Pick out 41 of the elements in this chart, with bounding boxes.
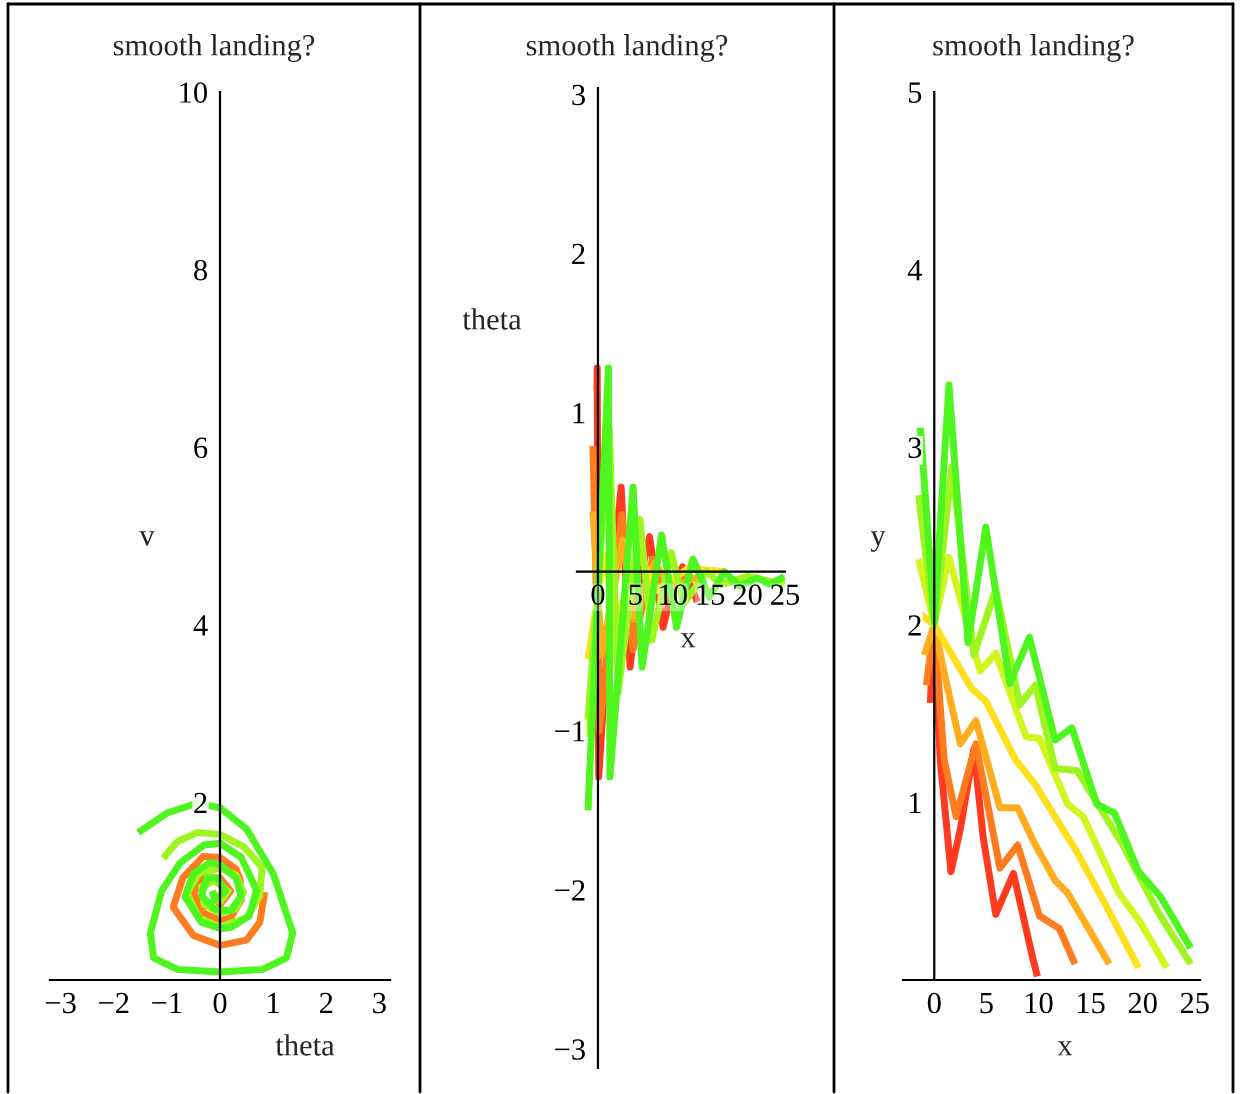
x-tick-label: 10 [1025,992,1053,1014]
x-tick-label: 20 [733,584,762,605]
y-axis-title: v [139,531,155,546]
y-tick-label: 2 [194,792,207,813]
y-tick-label: 8 [194,259,208,281]
chart-title: smooth landing? [933,34,1134,62]
y-tick-label: 1 [909,792,921,813]
x-tick-label: 3 [373,992,386,1014]
y-tick-label: 5 [908,82,922,103]
x-tick-label: 2 [319,992,333,1014]
chart-title: smooth landing? [526,34,728,62]
x-tick-label: 5 [980,993,993,1014]
x-tick-label: −2 [99,992,129,1014]
y-axis-title: theta [462,308,522,330]
y-axis-title: y [870,531,886,552]
chart-title: smooth landing? [113,34,315,62]
y-tick-label: 4 [193,615,208,636]
x-tick-label: 25 [771,584,800,605]
y-tick-label: 3 [908,437,922,459]
y-tick-label: 3 [572,84,585,106]
y-tick-label: 4 [907,260,922,281]
x-tick-label: −1 [152,992,182,1014]
x-tick-label: 1 [268,992,279,1014]
y-tick-label: −2 [555,880,585,901]
x-tick-label: 5 [629,584,642,605]
x-tick-label: 15 [1077,992,1105,1014]
y-tick-label: −1 [555,721,585,742]
x-axis-title: theta [275,1034,335,1056]
y-tick-label: 6 [194,437,208,459]
x-tick-label: 20 [1128,992,1157,1014]
x-axis-title: x [680,633,696,648]
x-tick-label: 25 [1180,992,1209,1014]
x-axis-title: x [1057,1041,1073,1056]
y-tick-label: 10 [180,82,208,103]
x-tick-label: 0 [213,992,227,1014]
x-tick-label: −3 [45,992,76,1014]
x-tick-label: 0 [927,992,941,1014]
y-tick-label: 2 [908,615,921,636]
y-tick-label: 1 [573,402,585,424]
y-tick-label: 2 [572,243,585,265]
y-tick-label: −3 [555,1039,585,1060]
